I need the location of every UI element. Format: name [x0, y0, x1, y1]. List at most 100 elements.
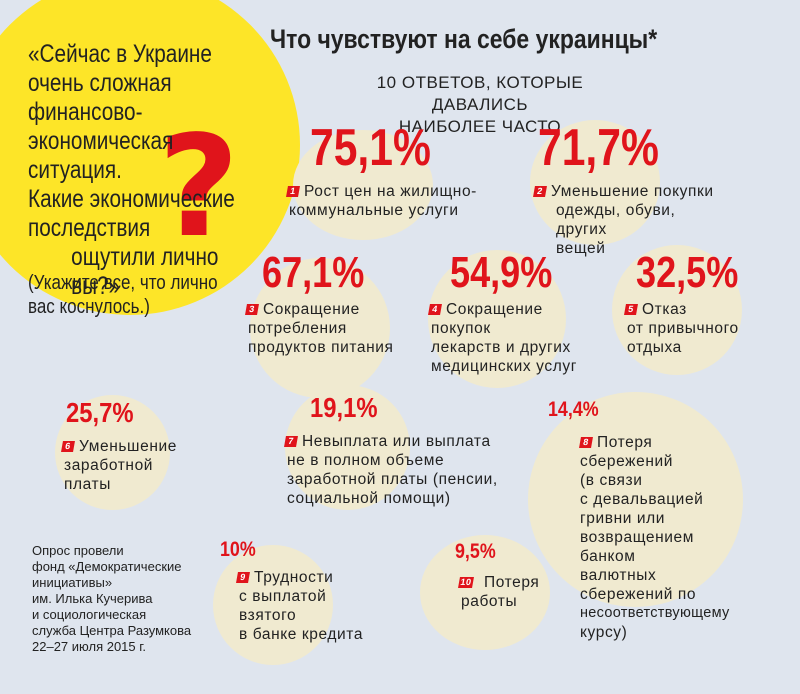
- yellow-circle: [0, 0, 300, 315]
- rank-badge: 2: [533, 186, 547, 197]
- answer-1-percent: 75,1%: [310, 119, 431, 177]
- answer-line: валютных: [580, 567, 657, 584]
- answer-7-label: 7 Невыплата или выплата не в полном объем…: [284, 432, 498, 508]
- survey-question: «Сейчас в Украине очень сложная финансов…: [28, 40, 269, 301]
- answer-line: Отказ: [642, 301, 687, 318]
- answer-5-label: 5 Отказ от привычного отдыха: [624, 300, 739, 357]
- question-line: последствия: [28, 214, 151, 242]
- answer-3-percent: 67,1%: [262, 248, 365, 297]
- answer-line: курсу): [580, 624, 628, 641]
- answer-line: Рост цен на жилищно-: [304, 183, 477, 200]
- question-line: ситуация.: [28, 156, 122, 184]
- answer-2-label: 2 Уменьшение покупки одежды, обуви, други…: [533, 182, 730, 258]
- answer-line: заработной: [64, 457, 154, 474]
- rank-badge: 8: [579, 437, 593, 448]
- question-line: ощутили лично вы?»: [28, 243, 269, 301]
- circle-bg-6: [55, 395, 170, 510]
- answer-line: Сокращение: [446, 301, 543, 318]
- source-line: и социологическая: [32, 607, 147, 622]
- answer-6-label: 6 Уменьшение заработной платы: [61, 437, 177, 494]
- answer-5-percent: 32,5%: [636, 248, 739, 297]
- answer-line: (в связи: [580, 472, 643, 489]
- question-line-part: ощутили лично: [71, 243, 219, 271]
- question-line: финансово-экономическая: [28, 98, 174, 155]
- answer-10-label: 10 Потеря работы: [458, 573, 540, 611]
- answer-3-label: 3 Сокращение потребления продуктов питани…: [245, 300, 394, 357]
- answer-line: гривни или: [580, 510, 666, 527]
- question-line: Какие экономические: [28, 185, 235, 213]
- rank-badge: 5: [624, 304, 638, 315]
- answer-line: покупок: [431, 320, 491, 337]
- circle-bg-3: [250, 258, 390, 398]
- question-mark-icon: ?: [158, 106, 240, 269]
- circle-bg-7: [285, 385, 410, 510]
- answer-line: сбережений по: [580, 586, 697, 603]
- answer-line: продуктов питания: [248, 339, 394, 356]
- instruction-line: вас коснулось.): [28, 296, 150, 318]
- answer-2-percent: 71,7%: [538, 119, 659, 177]
- answer-line: несоответствующему: [580, 605, 730, 621]
- source-line: служба Центра Разумкова: [32, 623, 192, 638]
- rank-badge: 10: [458, 577, 474, 588]
- answer-line: Потеря: [484, 574, 540, 591]
- circle-bg-1: [293, 130, 433, 240]
- rank-badge: 9: [236, 572, 250, 583]
- answer-line: коммунальные услуги: [289, 202, 459, 219]
- rank-badge: 4: [428, 304, 442, 315]
- answer-8-label: 8 Потеря сбережений (в связи с девальваци…: [579, 433, 730, 642]
- answer-line: вещей: [556, 240, 606, 257]
- question-line-part: вы?»: [71, 272, 121, 300]
- page-subtitle: 10 ОТВЕТОВ, КОТОРЫЕ ДАВАЛИСЬ НАИБОЛЕЕ ЧА…: [345, 72, 615, 138]
- answer-1-label: 1 Рост цен на жилищно- коммунальные услуг…: [286, 182, 477, 220]
- source-line: им. Илька Кучерива: [32, 591, 153, 606]
- answer-line: банком: [580, 548, 636, 565]
- answer-line: Потеря: [597, 434, 653, 451]
- rank-badge: 3: [245, 304, 259, 315]
- answer-7-percent: 19,1%: [310, 392, 378, 423]
- instruction-note: (Укажите все, что лично вас коснулось.): [28, 271, 218, 319]
- source-line: 22–27 июля 2015 г.: [32, 639, 147, 654]
- circle-bg-2: [530, 120, 660, 245]
- source-line: Опрос провели: [32, 543, 124, 558]
- answer-4-label: 4 Сокращение покупок лекарств и других ме…: [428, 300, 577, 376]
- answer-line: Невыплата или выплата: [302, 433, 491, 450]
- circle-bg-4: [428, 250, 566, 388]
- answer-line: лекарств и других: [431, 339, 571, 356]
- rank-badge: 6: [61, 441, 75, 452]
- circle-bg-9: [213, 545, 333, 665]
- answer-line: Трудности: [254, 569, 334, 586]
- answer-8-percent: 14,4%: [548, 398, 599, 421]
- circle-bg-8: [528, 392, 743, 607]
- answer-4-percent: 54,9%: [450, 248, 553, 297]
- answer-line: отдыха: [627, 339, 682, 356]
- answer-line: социальной помощи): [287, 490, 451, 507]
- answer-line: в банке кредита: [239, 626, 364, 643]
- source-note: Опрос провели фонд «Демократические иниц…: [32, 543, 232, 655]
- answer-9-percent: 10%: [220, 538, 256, 561]
- answer-line: заработной платы (пенсии,: [287, 471, 498, 488]
- answer-line: Уменьшение: [79, 438, 177, 455]
- answer-line: Уменьшение покупки: [551, 183, 714, 200]
- answer-line: потребления: [248, 320, 347, 337]
- subtitle-line: 10 ОТВЕТОВ, КОТОРЫЕ ДАВАЛИСЬ: [376, 73, 584, 114]
- question-line: очень сложная: [28, 69, 172, 97]
- answer-line: от привычного: [627, 320, 739, 337]
- rank-badge: 1: [286, 186, 300, 197]
- answer-line: работы: [461, 593, 518, 610]
- source-line: фонд «Демократические: [32, 559, 182, 574]
- answer-10-percent: 9,5%: [455, 540, 496, 563]
- instruction-line: (Укажите все, что лично: [28, 272, 218, 294]
- answer-line: с выплатой: [239, 588, 327, 605]
- page-title: Что чувствуют на себе украинцы*: [270, 24, 658, 54]
- answer-line: не в полном объеме: [287, 452, 445, 469]
- subtitle-line: НАИБОЛЕЕ ЧАСТО: [398, 117, 562, 136]
- answer-line: взятого: [239, 607, 297, 624]
- answer-line: медицинских услуг: [431, 358, 577, 375]
- answer-6-percent: 25,7%: [66, 397, 134, 428]
- answer-line: Сокращение: [263, 301, 360, 318]
- rank-badge: 7: [284, 436, 298, 447]
- answer-line: возвращением: [580, 529, 694, 546]
- answer-line: платы: [64, 476, 111, 493]
- answer-9-label: 9 Трудности с выплатой взятого в банке кр…: [236, 568, 364, 644]
- answer-line: сбережений: [580, 453, 674, 470]
